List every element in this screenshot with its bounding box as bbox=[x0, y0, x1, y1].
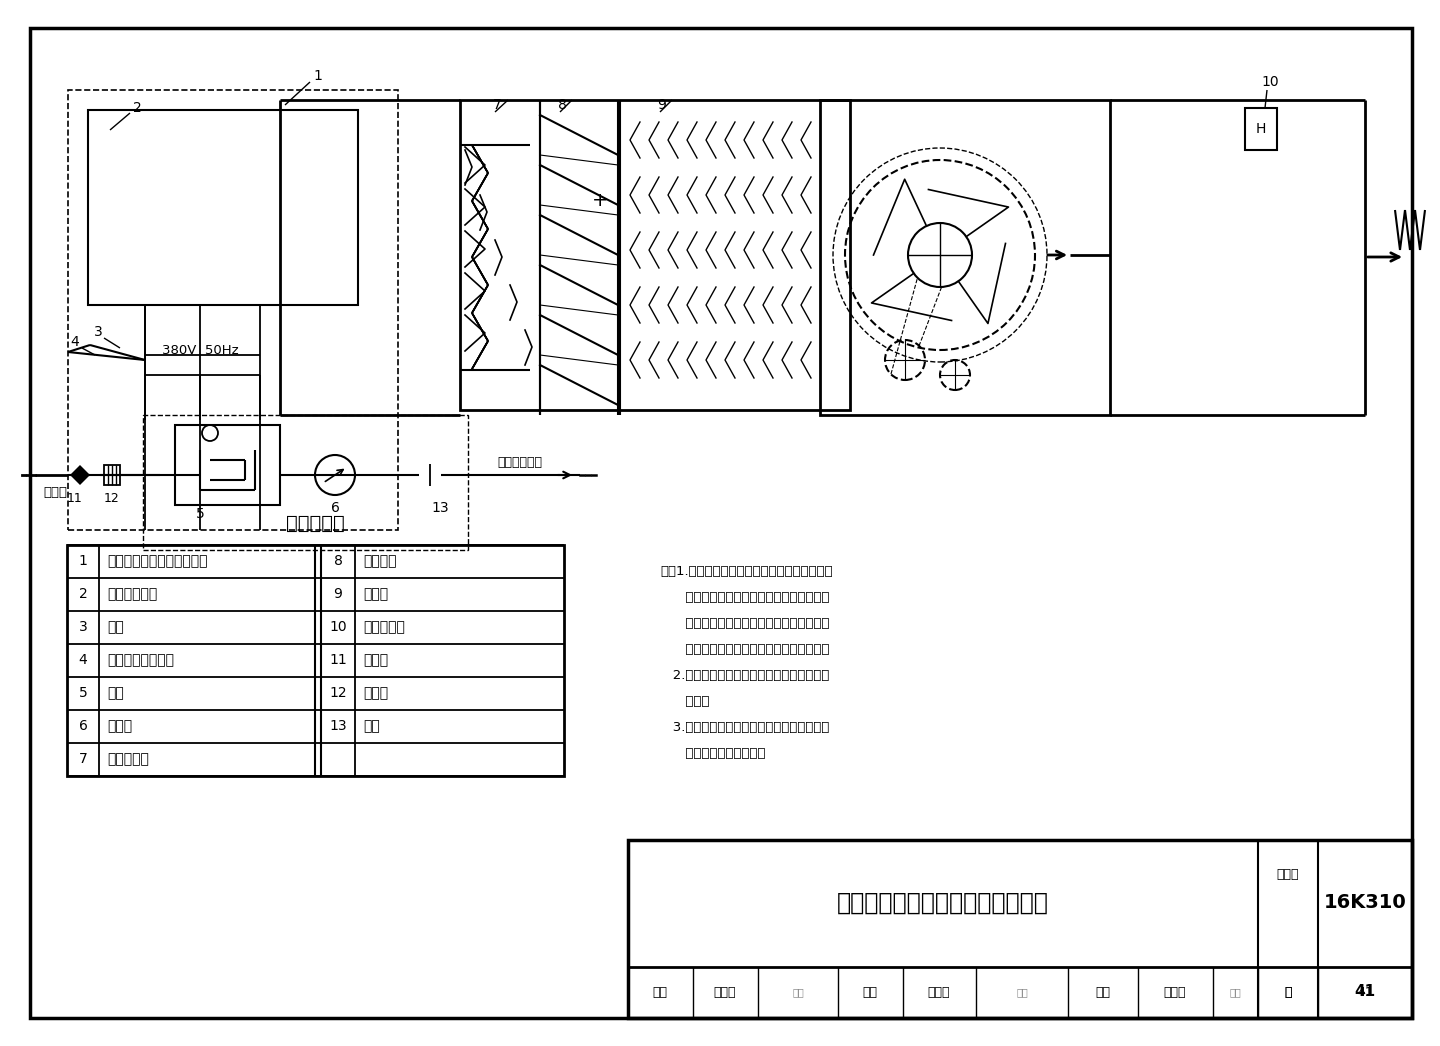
Text: 11: 11 bbox=[330, 653, 347, 667]
Text: 页: 页 bbox=[1284, 985, 1292, 999]
Text: 8: 8 bbox=[334, 554, 343, 568]
Text: 张亚娟: 张亚娟 bbox=[1164, 985, 1187, 999]
Text: 签名: 签名 bbox=[1017, 987, 1028, 997]
Text: 刘海滨: 刘海滨 bbox=[927, 985, 950, 999]
Text: 2: 2 bbox=[132, 101, 141, 115]
Text: 16K310: 16K310 bbox=[1323, 893, 1407, 912]
Text: 6: 6 bbox=[331, 501, 340, 515]
Text: 3: 3 bbox=[94, 325, 102, 339]
Text: 空气过滤器: 空气过滤器 bbox=[107, 752, 148, 766]
Text: 页: 页 bbox=[1284, 985, 1292, 999]
Bar bbox=[143, 415, 468, 550]
Text: 电阻（电热）式加湿器主机: 电阻（电热）式加湿器主机 bbox=[107, 554, 207, 568]
Text: 加湿器: 加湿器 bbox=[363, 587, 389, 601]
Text: 10: 10 bbox=[1261, 75, 1279, 89]
Text: 截止阀: 截止阀 bbox=[363, 653, 389, 667]
Text: 41: 41 bbox=[1355, 984, 1375, 1000]
Text: 电源: 电源 bbox=[107, 620, 124, 634]
Text: 审核: 审核 bbox=[652, 985, 668, 999]
Text: 1: 1 bbox=[314, 69, 323, 83]
Text: 校对: 校对 bbox=[863, 985, 877, 999]
Text: 4: 4 bbox=[71, 335, 79, 349]
Text: 闸阀: 闸阀 bbox=[363, 719, 380, 733]
Text: 5: 5 bbox=[196, 507, 204, 521]
Bar bbox=[68, 90, 397, 530]
Text: 湿度传感器: 湿度传感器 bbox=[363, 620, 405, 634]
Text: 徐立平: 徐立平 bbox=[714, 985, 736, 999]
Text: 7: 7 bbox=[492, 98, 501, 112]
Text: 2.当空调机组停止工作时，加湿器同时停止: 2.当空调机组停止工作时，加湿器同时停止 bbox=[660, 669, 829, 682]
Bar bbox=[68, 545, 564, 776]
Text: 主要附件表: 主要附件表 bbox=[285, 514, 344, 532]
Text: 3.风管内加湿器控制方式与空调机组内加湿: 3.风管内加湿器控制方式与空调机组内加湿 bbox=[660, 721, 829, 734]
Text: 制器使电流断开时间变短，增加加湿量。: 制器使电流断开时间变短，增加加湿量。 bbox=[660, 643, 829, 656]
Bar bbox=[628, 840, 1413, 1018]
Text: 工作。: 工作。 bbox=[660, 695, 710, 708]
Bar bbox=[819, 100, 1110, 415]
Polygon shape bbox=[71, 465, 89, 485]
Text: 器控制方式原理相同。: 器控制方式原理相同。 bbox=[660, 747, 766, 760]
Text: 水箱: 水箱 bbox=[107, 686, 124, 700]
Bar bbox=[459, 100, 850, 410]
Text: 9: 9 bbox=[334, 587, 343, 601]
Text: 3: 3 bbox=[79, 620, 88, 634]
Text: 图集号: 图集号 bbox=[1277, 868, 1299, 882]
Text: 签名: 签名 bbox=[1230, 987, 1241, 997]
Text: 7: 7 bbox=[79, 752, 88, 766]
Text: 签名: 签名 bbox=[792, 987, 804, 997]
Text: 6: 6 bbox=[79, 719, 88, 733]
Text: 设计: 设计 bbox=[1096, 985, 1110, 999]
Text: 1: 1 bbox=[79, 554, 88, 568]
Text: 注：1.调节方式：当送风湿度大于设定值时，控: 注：1.调节方式：当送风湿度大于设定值时，控 bbox=[660, 565, 832, 578]
Text: 加湿器控制器: 加湿器控制器 bbox=[107, 587, 157, 601]
Bar bbox=[88, 110, 359, 305]
Text: 4: 4 bbox=[79, 653, 88, 667]
Text: 9: 9 bbox=[658, 98, 667, 112]
Text: 10: 10 bbox=[330, 620, 347, 634]
Text: 41: 41 bbox=[1356, 985, 1372, 999]
Text: 13: 13 bbox=[330, 719, 347, 733]
Text: +: + bbox=[592, 190, 608, 209]
Bar bbox=[1246, 108, 1277, 150]
Text: 制器使电流断开时间变长，减少加湿量或: 制器使电流断开时间变长，减少加湿量或 bbox=[660, 591, 829, 604]
Text: 12: 12 bbox=[330, 686, 347, 700]
Text: 给水管: 给水管 bbox=[43, 485, 68, 499]
Text: 排水泵: 排水泵 bbox=[107, 719, 132, 733]
Text: H: H bbox=[1256, 122, 1266, 136]
Text: 过滤器: 过滤器 bbox=[363, 686, 389, 700]
Text: 2: 2 bbox=[79, 587, 88, 601]
Circle shape bbox=[909, 223, 972, 287]
Text: 380V  50Hz: 380V 50Hz bbox=[161, 343, 238, 357]
Text: 8: 8 bbox=[557, 98, 566, 112]
Text: 12: 12 bbox=[104, 492, 120, 504]
Polygon shape bbox=[419, 475, 441, 486]
Text: 冷热盘管: 冷热盘管 bbox=[363, 554, 396, 568]
Text: 11: 11 bbox=[68, 492, 84, 504]
Bar bbox=[104, 465, 120, 485]
Text: 13: 13 bbox=[431, 501, 449, 515]
Polygon shape bbox=[419, 464, 441, 475]
Text: 接空调机组控制箱: 接空调机组控制箱 bbox=[107, 653, 174, 667]
Bar bbox=[176, 425, 279, 505]
Text: 5: 5 bbox=[79, 686, 88, 700]
Text: 停止加湿；当送风湿度小于设定值时，控: 停止加湿；当送风湿度小于设定值时，控 bbox=[660, 617, 829, 630]
Text: 加湿器排水管: 加湿器排水管 bbox=[497, 455, 543, 469]
Text: 电阻（电热）式加湿器控制原理图: 电阻（电热）式加湿器控制原理图 bbox=[837, 891, 1048, 915]
